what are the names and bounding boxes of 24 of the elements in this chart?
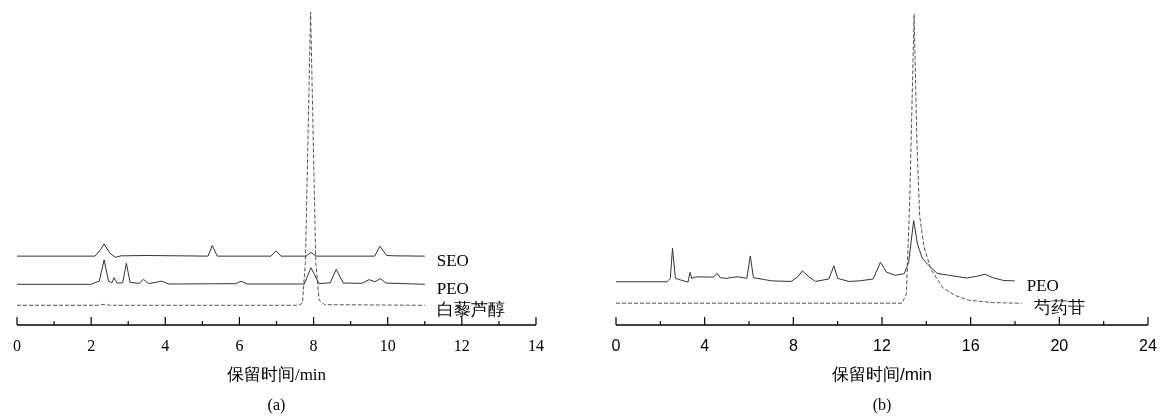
series-label: SEO <box>436 251 469 271</box>
text: (b) <box>872 396 892 414</box>
x-tick-label: 6 <box>235 337 244 354</box>
x-tick-label: 8 <box>788 337 798 354</box>
x-tick-label: 16 <box>961 337 980 354</box>
x-tick-label: 12 <box>873 337 891 354</box>
series-label: PEO <box>1026 275 1059 295</box>
x-tick-label: 2 <box>87 337 96 354</box>
x-tick-label: 8 <box>309 337 318 354</box>
series-label: PEO <box>436 279 469 299</box>
x-axis-title: 保留时间/min <box>831 365 933 384</box>
series-label: 芍药苷 <box>1033 298 1085 318</box>
x-tick-label: 0 <box>13 337 21 354</box>
series-label: 白藜芦醇 <box>436 300 505 320</box>
x-axis-title: 保留时间/min <box>226 365 327 384</box>
x-tick-label: 0 <box>611 337 621 354</box>
x-tick-label: 10 <box>379 337 396 354</box>
x-tick-label: 24 <box>1139 337 1157 354</box>
x-tick-label: 4 <box>161 337 170 354</box>
text: (a) <box>267 396 286 414</box>
x-tick-label: 14 <box>528 337 544 354</box>
x-tick-label: 4 <box>700 337 710 354</box>
x-tick-label: 20 <box>1050 337 1069 354</box>
x-tick-label: 12 <box>453 337 470 354</box>
